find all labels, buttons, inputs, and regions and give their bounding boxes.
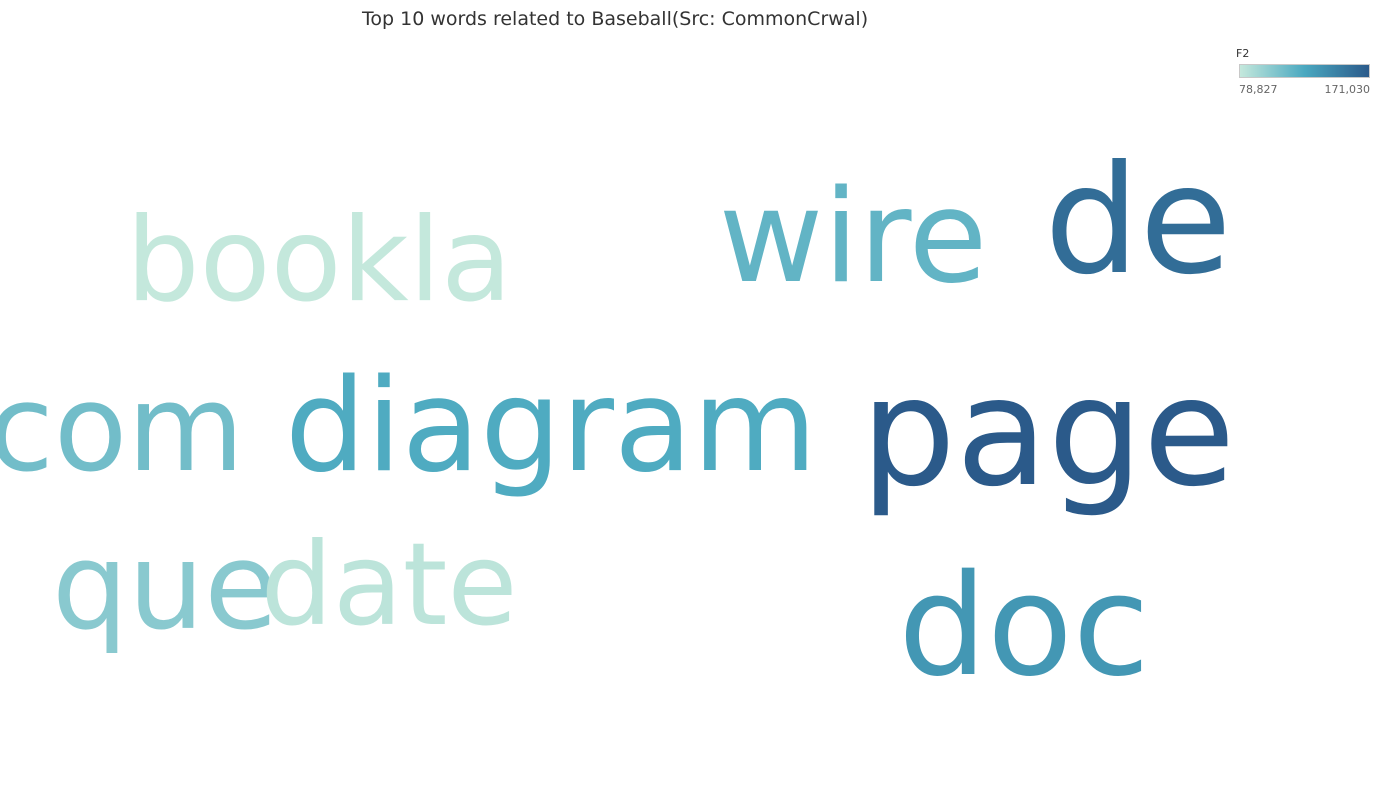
color-legend: F2 78,827 171,030 (1236, 47, 1372, 97)
word-date[interactable]: date (260, 518, 517, 651)
word-com[interactable]: com (0, 360, 244, 499)
word-bookla[interactable]: bookla (126, 193, 512, 328)
word-page[interactable]: page (861, 346, 1236, 520)
word-wire[interactable]: wire (719, 163, 988, 312)
word-diagram[interactable]: diagram (285, 352, 817, 501)
chart-title: Top 10 words related to Baseball(Src: Co… (362, 8, 869, 30)
word-que[interactable]: que (52, 518, 278, 657)
legend-min-label: 78,827 (1239, 83, 1278, 96)
word-de[interactable]: de (1044, 134, 1232, 308)
legend-gradient-bar (1239, 64, 1370, 78)
legend-max-label: 171,030 (1324, 83, 1371, 96)
legend-title: F2 (1236, 47, 1250, 60)
word-doc[interactable]: doc (898, 545, 1150, 708)
